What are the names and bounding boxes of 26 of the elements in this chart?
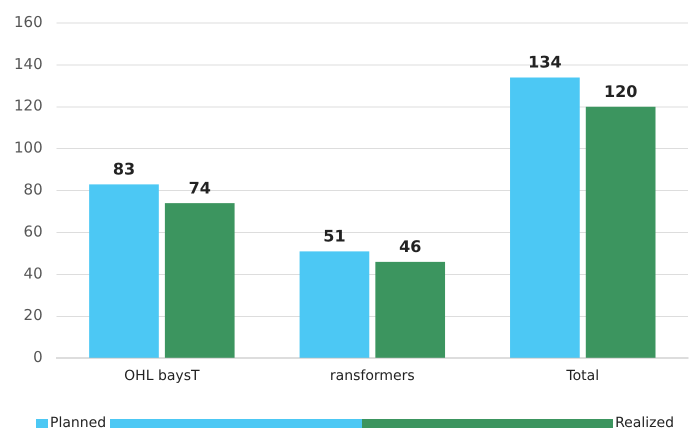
y-tick-label: 60 [24,222,43,240]
bar [164,203,235,358]
data-label: 74 [188,178,211,198]
y-tick-label: 0 [33,348,43,366]
x-tick-label: ransformers [330,368,415,384]
data-label: 83 [112,159,136,178]
y-tick-label: 40 [24,264,43,282]
y-tick-label: 80 [24,180,43,198]
x-tick-label: OHL baysT [124,368,200,384]
bar [586,106,656,358]
bar [375,262,446,358]
y-tick-label: 100 [14,138,43,157]
bar [89,184,159,358]
y-tick-label: 140 [14,54,43,73]
x-tick-label: Total [565,368,600,384]
bar [300,251,370,358]
data-label: 134 [528,52,562,72]
bar [510,77,580,358]
y-tick-label: 160 [14,12,43,31]
legend-label: Planned [49,415,108,430]
legend-label: Realized [614,415,675,430]
data-label: 46 [399,236,422,256]
data-label: 51 [323,226,346,246]
y-tick-label: 120 [14,96,43,115]
data-label: 120 [604,82,638,101]
y-tick-label: 20 [24,306,43,324]
